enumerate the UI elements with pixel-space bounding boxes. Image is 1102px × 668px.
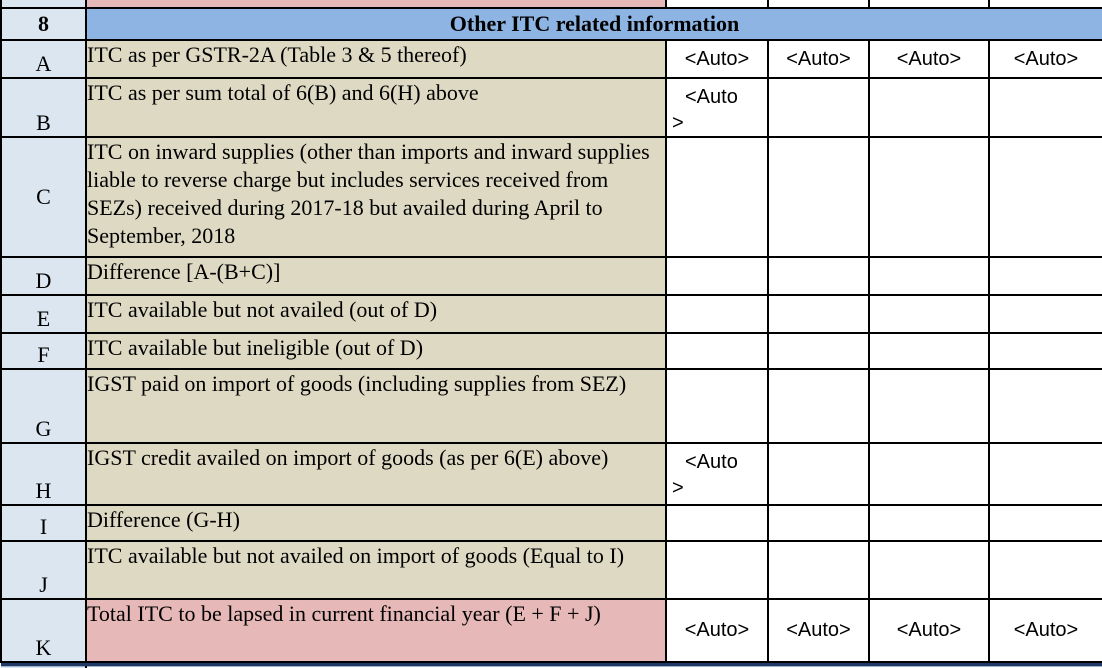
section-header-row: 8 Other ITC related information <box>0 7 1102 41</box>
row-D-label: D <box>0 256 87 296</box>
row-J-value-2[interactable] <box>767 540 870 600</box>
row-D-value-3[interactable] <box>868 256 990 296</box>
row-C-value-1[interactable] <box>665 136 769 258</box>
row-I-value-2[interactable] <box>767 504 870 542</box>
bottom-rule-bar <box>1 662 1102 666</box>
row-B-value-3[interactable] <box>868 77 990 138</box>
table-row-I: I Difference (G-H) <box>0 504 1102 542</box>
row-K-label: K <box>0 598 87 663</box>
row-G-value-1[interactable] <box>665 368 769 444</box>
row-H-value-4[interactable] <box>988 442 1102 506</box>
row-C-description: ITC on inward supplies (other than impor… <box>85 136 667 258</box>
row-K-value-1[interactable]: <Auto> <box>665 598 769 663</box>
row-F-value-2[interactable] <box>767 332 870 370</box>
row-E-value-3[interactable] <box>868 294 990 334</box>
row-I-value-1[interactable] <box>665 504 769 542</box>
table-row-G: G IGST paid on import of goods (includin… <box>0 368 1102 444</box>
row-C-label: C <box>0 136 87 258</box>
table-row-C: C ITC on inward supplies (other than imp… <box>0 136 1102 258</box>
row-D-value-2[interactable] <box>767 256 870 296</box>
table-row-E: E ITC available but not availed (out of … <box>0 294 1102 334</box>
partial-bottom-body-cell <box>86 665 1102 668</box>
row-A-value-1[interactable]: <Auto> <box>665 39 769 79</box>
row-E-value-2[interactable] <box>767 294 870 334</box>
partial-bottom-label-cell <box>1 665 87 668</box>
row-G-label: G <box>0 368 87 444</box>
row-J-description: ITC available but not availed on import … <box>85 540 667 600</box>
table-bottom-rule <box>1 662 1102 666</box>
row-I-value-4[interactable] <box>988 504 1102 542</box>
row-I-description: Difference (G-H) <box>85 504 667 542</box>
row-A-value-4[interactable]: <Auto> <box>988 39 1102 79</box>
row-J-label: J <box>0 540 87 600</box>
partial-top-value-cell <box>665 0 769 9</box>
partial-top-value-cell <box>988 0 1102 9</box>
row-H-label: H <box>0 442 87 506</box>
row-A-value-3[interactable]: <Auto> <box>868 39 990 79</box>
row-J-value-3[interactable] <box>868 540 990 600</box>
row-A-description: ITC as per GSTR-2A (Table 3 & 5 thereof) <box>85 39 667 79</box>
row-H-value-2[interactable] <box>767 442 870 506</box>
table-row-F: F ITC available but ineligible (out of D… <box>0 332 1102 370</box>
row-F-value-4[interactable] <box>988 332 1102 370</box>
row-D-description: Difference [A-(B+C)] <box>85 256 667 296</box>
table-row-B: B ITC as per sum total of 6(B) and 6(H) … <box>0 77 1102 138</box>
row-H-value-1[interactable]: <Auto > <box>665 442 769 506</box>
row-J-value-4[interactable] <box>988 540 1102 600</box>
row-D-value-1[interactable] <box>665 256 769 296</box>
row-F-description: ITC available but ineligible (out of D) <box>85 332 667 370</box>
partial-top-value-cell <box>868 0 990 9</box>
partial-row-bottom <box>1 665 1102 668</box>
table-row-K-total: K Total ITC to be lapsed in current fina… <box>0 598 1102 663</box>
section-title-cell: Other ITC related information <box>85 7 1102 41</box>
table-row-D: D Difference [A-(B+C)] <box>0 256 1102 296</box>
row-B-description: ITC as per sum total of 6(B) and 6(H) ab… <box>85 77 667 138</box>
row-K-value-2[interactable]: <Auto> <box>767 598 870 663</box>
table-row-J: J ITC available but not availed on impor… <box>0 540 1102 600</box>
row-K-value-3[interactable]: <Auto> <box>868 598 990 663</box>
row-B-value-2[interactable] <box>767 77 870 138</box>
row-B-value-4[interactable] <box>988 77 1102 138</box>
row-C-value-4[interactable] <box>988 136 1102 258</box>
row-F-label: F <box>0 332 87 370</box>
row-K-value-4[interactable]: <Auto> <box>988 598 1102 663</box>
partial-top-description-cell <box>85 0 667 9</box>
row-G-value-2[interactable] <box>767 368 870 444</box>
partial-top-label-cell <box>0 0 87 9</box>
row-G-description: IGST paid on import of goods (including … <box>85 368 667 444</box>
section-number-cell: 8 <box>0 7 87 41</box>
row-I-value-3[interactable] <box>868 504 990 542</box>
table-row-H: H IGST credit availed on import of goods… <box>0 442 1102 506</box>
partial-top-value-cell <box>767 0 870 9</box>
row-H-description: IGST credit availed on import of goods (… <box>85 442 667 506</box>
row-K-description: Total ITC to be lapsed in current financ… <box>85 598 667 663</box>
row-A-value-2[interactable]: <Auto> <box>767 39 870 79</box>
row-E-label: E <box>0 294 87 334</box>
row-D-value-4[interactable] <box>988 256 1102 296</box>
row-I-label: I <box>0 504 87 542</box>
partial-row-top <box>0 0 1102 9</box>
row-E-description: ITC available but not availed (out of D) <box>85 294 667 334</box>
row-B-value-1[interactable]: <Auto > <box>665 77 769 138</box>
row-F-value-1[interactable] <box>665 332 769 370</box>
row-A-label: A <box>0 39 87 79</box>
row-G-value-3[interactable] <box>868 368 990 444</box>
table-row-A: A ITC as per GSTR-2A (Table 3 & 5 thereo… <box>0 39 1102 79</box>
row-E-value-4[interactable] <box>988 294 1102 334</box>
row-C-value-2[interactable] <box>767 136 870 258</box>
row-J-value-1[interactable] <box>665 540 769 600</box>
row-E-value-1[interactable] <box>665 294 769 334</box>
row-C-value-3[interactable] <box>868 136 990 258</box>
row-F-value-3[interactable] <box>868 332 990 370</box>
row-B-label: B <box>0 77 87 138</box>
row-G-value-4[interactable] <box>988 368 1102 444</box>
row-H-value-3[interactable] <box>868 442 990 506</box>
